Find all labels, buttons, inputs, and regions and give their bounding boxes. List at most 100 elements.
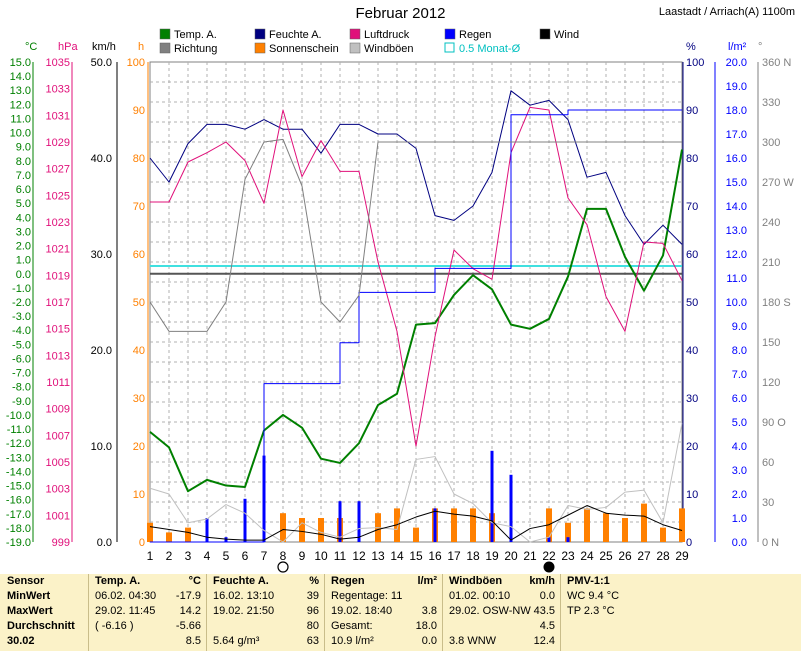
stats-cell: % [309, 575, 319, 587]
axis-tick-label: 1029 [46, 137, 70, 149]
axis-tick-label: 80 [686, 153, 698, 165]
axis-tick-label: 40 [686, 345, 698, 357]
legend-label: Feuchte A. [269, 29, 322, 41]
stats-row: 8.5 [89, 634, 207, 649]
stats-cell: Feuchte A. [213, 575, 269, 587]
sunshine-bar [147, 522, 153, 542]
stats-sensor-column: Sensor MinWert MaxWert Durchschnitt 30.02 [0, 574, 88, 651]
stats-row: ( -6.16 ) -5.66 [89, 619, 207, 634]
axis-tick-label: 330 [762, 97, 780, 109]
axis-tick-label: 7.0 [16, 170, 31, 182]
stats-cell: Regentage: 11 [331, 590, 403, 602]
axis-tick-label: -14.0 [6, 466, 31, 478]
stats-pmv-column: PMV-1:1 WC 9.4 °C TP 2.3 °C [560, 574, 801, 651]
stats-row: 29.02. 11:45 14.2 [89, 604, 207, 619]
axis-tick-label: 70 [686, 201, 698, 213]
stats-cell: PMV-1:1 [567, 575, 610, 587]
x-axis-ticks: 1 2 3 4 5 6 7 8 9 10 11 12 13 14 15 16 17 18 19 20 21 22 23 24 2… [147, 549, 689, 573]
stats-humidity-column: Feuchte A.% 16.02. 13:10 39 19.02. 21:50 96 8… [206, 574, 325, 651]
series-line [149, 505, 683, 541]
x-tick-label: 12 [352, 549, 366, 563]
x-tick-label: 11 [334, 549, 347, 563]
axis-tick-label: 210 [762, 257, 780, 269]
stats-row: Windböen km/h [443, 574, 561, 589]
stats-cell: MaxWert [7, 605, 53, 617]
axis-tick-label: 1025 [46, 190, 70, 202]
x-tick-label: 18 [466, 549, 480, 563]
stats-cell: °C [188, 575, 201, 587]
axis-tick-label: 1003 [46, 484, 70, 496]
axis-tick-label: 1017 [46, 297, 70, 309]
x-tick-label: 20 [504, 549, 518, 563]
sunshine-bar [413, 527, 419, 542]
axis-tick-label: 3.0 [16, 226, 31, 238]
axis-tick-label: 180 S [762, 297, 791, 309]
axis-tick-label: -9.0 [12, 396, 31, 408]
stats-row: TP 2.3 °C [561, 604, 801, 619]
axis-tick-label: 40 [133, 345, 145, 357]
axis-tick-label: 10.0 [91, 441, 112, 453]
stats-cell: Temp. A. [95, 575, 141, 587]
x-tick-label: 4 [204, 549, 211, 563]
axis-tick-label: 90 O [762, 417, 786, 429]
legend-swatch [349, 42, 361, 54]
x-tick-label: 29 [675, 549, 689, 563]
axis-tick-label: 10.0 [726, 297, 747, 309]
legend-label: 0.5 Monat-Ø [459, 43, 521, 55]
stats-cell: 43.5 [533, 605, 555, 617]
x-tick-label: 2 [166, 549, 173, 563]
stats-cell: 19.02. 21:50 [213, 605, 275, 617]
rain-bar [566, 537, 570, 542]
stats-rain-column: Regen l/m² Regentage: 11 19.02. 18:40 3.8 Ges… [324, 574, 443, 651]
axis-tick-label: 300 [762, 137, 780, 149]
x-tick-label: 6 [242, 549, 249, 563]
axis-header: hPa [58, 41, 78, 53]
axis-tick-label: 11.0 [10, 113, 31, 125]
stats-cell: 12.4 [533, 635, 555, 647]
axis-tick-label: -10.0 [6, 410, 31, 422]
stats-row: Durchschnitt [0, 619, 88, 634]
stats-cell: -17.9 [175, 590, 201, 602]
axis-tick-label: 4.0 [732, 441, 747, 453]
legend-label: Wind [554, 29, 579, 41]
x-tick-label: 22 [542, 549, 556, 563]
axis-tick-label: 1013 [46, 350, 70, 362]
axis-tick-label: 360 N [762, 57, 791, 69]
axis-tick-label: -2.0 [12, 297, 31, 309]
stats-cell: 80 [306, 620, 319, 632]
rain-bar [547, 537, 551, 542]
stats-row: WC 9.4 °C [561, 589, 801, 604]
axis-tick-label: 270 W [762, 177, 794, 189]
stats-row [561, 634, 801, 649]
stats-cell: 06.02. 04:30 [95, 590, 157, 602]
axis-tick-label: 1005 [46, 457, 70, 469]
axis-tick-label: -18.0 [6, 523, 31, 535]
axis-tick-label: 13.0 [10, 85, 31, 97]
stats-cell: 30.02 [7, 635, 35, 647]
stats-cell: 5.64 g/m³ [213, 635, 260, 647]
x-tick-label: 28 [656, 549, 670, 563]
sunshine-bar [641, 503, 647, 542]
sunshine-bar [603, 513, 609, 542]
stats-row: Sensor [0, 574, 88, 589]
axis-tick-label: -13.0 [6, 452, 31, 464]
axis-tick-label: 6.0 [16, 184, 31, 196]
axis-tick-label: 8.0 [16, 156, 31, 168]
axis-tick-label: 60 [133, 249, 145, 261]
sunshine-bar [318, 518, 324, 542]
axis-tick-label: 150 [762, 337, 780, 349]
axis-header: ° [758, 41, 762, 53]
moon-new-icon [543, 561, 555, 573]
sunshine-bar [166, 532, 172, 542]
axis-tick-label: -11.0 [7, 424, 31, 436]
axis-tick-label: 1023 [46, 217, 70, 229]
axis-tick-label: 2.0 [16, 241, 31, 253]
stats-row: 29.02. OSW-NW 43.5 [443, 604, 561, 619]
stats-cell: 29.02. OSW-NW [449, 605, 531, 617]
axis-tick-label: 100 [127, 57, 145, 69]
legend-label: Regen [459, 29, 491, 41]
legend-swatch [159, 42, 171, 54]
stats-row: MaxWert [0, 604, 88, 619]
axis-tick-label: 1015 [46, 324, 70, 336]
axis-tick-label: 4.0 [16, 212, 31, 224]
